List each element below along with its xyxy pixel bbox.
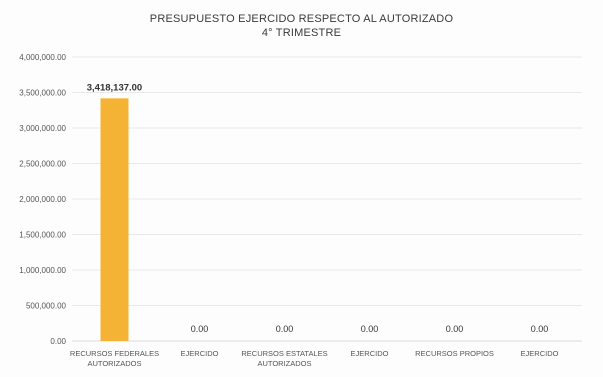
x-tick-label: AUTORIZADOS xyxy=(87,359,141,368)
y-tick-label: 1,000,000.00 xyxy=(19,266,66,275)
y-tick-label: 500,000.00 xyxy=(26,302,67,311)
data-label: 3,418,137.00 xyxy=(87,82,142,93)
y-tick-label: 4,000,000.00 xyxy=(19,53,66,62)
y-tick-label: 3,500,000.00 xyxy=(19,89,66,98)
data-label: 0.00 xyxy=(361,324,379,334)
y-tick-label: 2,500,000.00 xyxy=(19,160,66,169)
x-tick-label: EJERCIDO xyxy=(521,349,559,358)
bar xyxy=(100,98,129,341)
x-tick-label: EJERCIDO xyxy=(351,349,389,358)
chart-title: PRESUPUESTO EJERCIDO RESPECTO AL AUTORIZ… xyxy=(149,13,454,25)
y-tick-label: 1,500,000.00 xyxy=(19,231,66,240)
data-label: 0.00 xyxy=(276,324,294,334)
data-label: 0.00 xyxy=(446,324,464,334)
chart-subtitle: 4° TRIMESTRE xyxy=(261,27,342,39)
x-tick-label: EJERCIDO xyxy=(181,349,219,358)
y-tick-label: 0.00 xyxy=(50,337,66,346)
y-tick-label: 3,000,000.00 xyxy=(19,124,66,133)
x-tick-label: AUTORIZADOS xyxy=(257,359,311,368)
x-tick-label: RECURSOS ESTATALES xyxy=(241,349,327,358)
x-tick-label: RECURSOS FEDERALES xyxy=(70,349,159,358)
data-label: 0.00 xyxy=(531,324,549,334)
y-tick-label: 2,000,000.00 xyxy=(19,195,66,204)
data-label: 0.00 xyxy=(191,324,209,334)
x-tick-label: RECURSOS PROPIOS xyxy=(415,349,494,358)
